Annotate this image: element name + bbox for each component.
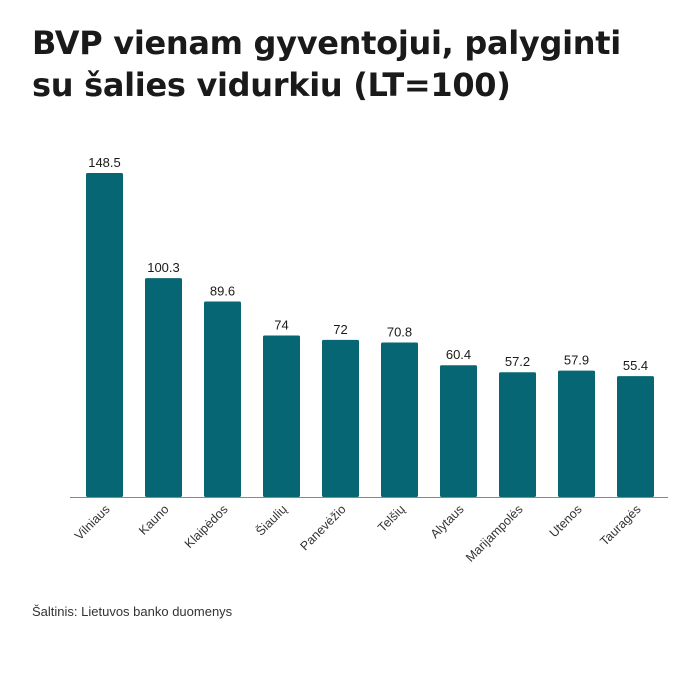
x-tick-label-6: Alytaus xyxy=(428,502,467,541)
bar-4 xyxy=(322,339,359,497)
value-labels-layer: 148.5 100.3 89.6 74 72 70.8 60.4 57.2 57.9 55.4 xyxy=(88,155,648,373)
bar-0 xyxy=(86,173,123,497)
bar-8 xyxy=(558,370,595,497)
value-label-3: 74 xyxy=(274,318,288,333)
bar-9 xyxy=(617,376,654,497)
x-tick-label-0: Vilniaus xyxy=(72,502,113,543)
bar-7 xyxy=(499,372,536,497)
x-tick-labels: Vilniaus Kauno Klaipėdos Šiaulių Panevėžio Te… xyxy=(72,501,644,564)
x-tick-label-5: Telšių xyxy=(375,502,408,535)
source-note: Šaltinis: Lietuvos banko duomenys xyxy=(32,604,233,619)
bars-layer xyxy=(86,173,654,497)
value-label-5: 70.8 xyxy=(387,325,412,340)
bar-6 xyxy=(440,365,477,497)
value-label-7: 57.2 xyxy=(505,354,530,369)
value-label-0: 148.5 xyxy=(88,155,121,170)
value-label-2: 89.6 xyxy=(210,284,235,299)
value-label-6: 60.4 xyxy=(446,347,471,362)
value-label-4: 72 xyxy=(333,322,347,337)
bar-2 xyxy=(204,301,241,497)
x-tick-label-1: Kauno xyxy=(136,502,171,537)
x-tick-label-2: Klaipėdos xyxy=(182,502,231,551)
chart-title: BVP vienam gyventojui, palyginti su šali… xyxy=(32,24,621,104)
x-tick-label-7: Marijampolės xyxy=(463,502,525,564)
bar-1 xyxy=(145,278,182,497)
x-tick-label-8: Utenos xyxy=(547,502,585,540)
value-label-1: 100.3 xyxy=(147,260,180,275)
bar-5 xyxy=(381,342,418,497)
value-label-9: 55.4 xyxy=(623,358,648,373)
bar-3 xyxy=(263,335,300,497)
x-tick-label-9: Tauragės xyxy=(597,502,643,548)
value-label-8: 57.9 xyxy=(564,353,589,368)
x-tick-label-4: Panevėžio xyxy=(297,502,348,553)
x-tick-label-3: Šiaulių xyxy=(252,501,289,538)
